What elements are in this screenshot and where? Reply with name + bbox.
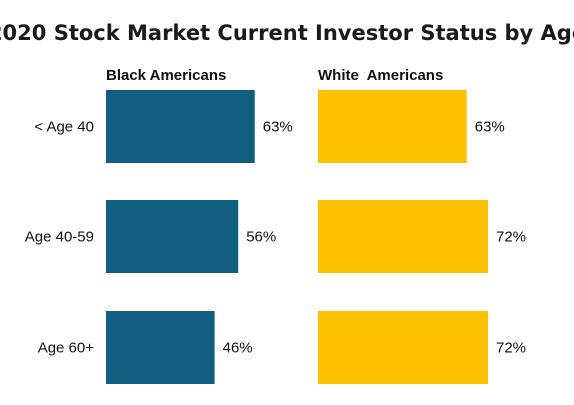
chart-title: 2020 Stock Market Current Investor Statu… <box>0 21 574 45</box>
category-label: Age 40-59 <box>25 229 94 246</box>
bar <box>318 90 467 163</box>
chart-panels: Black Americans 63% 56% 46% White Americans 6… <box>106 67 526 384</box>
data-label: 46% <box>223 340 253 357</box>
bar <box>106 311 215 384</box>
category-label: < Age 40 <box>34 119 94 136</box>
category-label: Age 60+ <box>38 340 95 357</box>
data-label: 56% <box>246 229 276 246</box>
series-panel-white-americans: White Americans 63% 72% 72% <box>318 67 526 384</box>
data-label: 72% <box>496 340 526 357</box>
bar <box>318 200 488 273</box>
category-labels: < Age 40 Age 40-59 Age 60+ <box>25 119 94 357</box>
bar <box>318 311 488 384</box>
data-label: 63% <box>263 119 293 136</box>
series-header: Black Americans <box>106 67 226 84</box>
series-panel-black-americans: Black Americans 63% 56% 46% <box>106 67 293 384</box>
data-label: 63% <box>475 119 505 136</box>
bar <box>106 200 239 273</box>
bar <box>106 90 255 163</box>
series-header: White Americans <box>318 67 443 84</box>
data-label: 72% <box>496 229 526 246</box>
